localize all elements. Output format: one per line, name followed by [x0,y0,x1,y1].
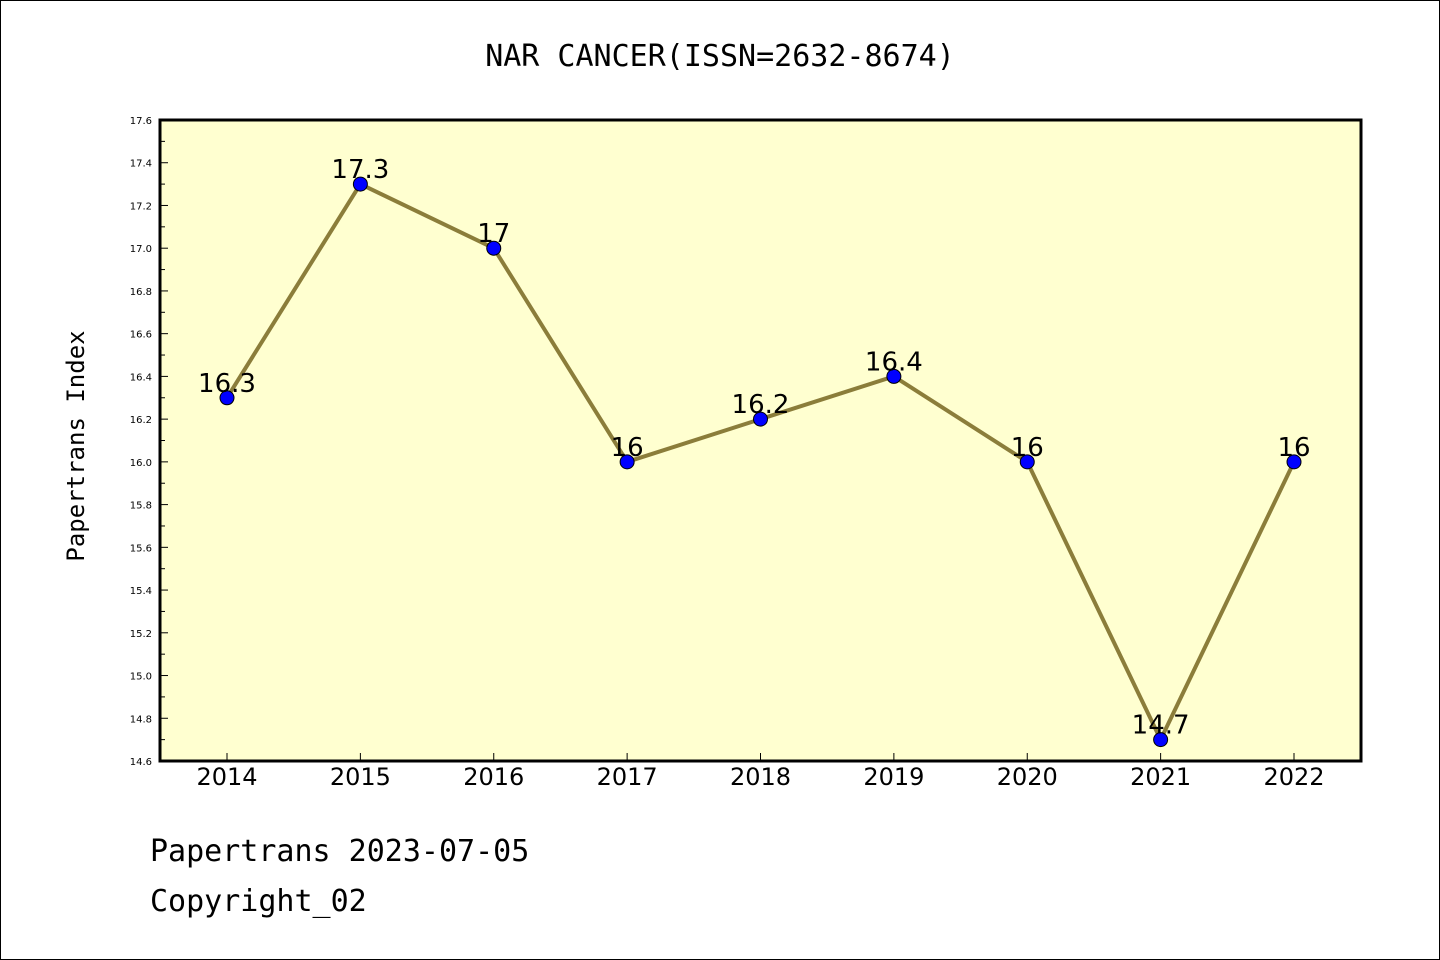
y-tick-label: 16.4 [130,372,152,383]
data-labels: 16.3 17.3 17 16 16.2 16.4 16 14.7 16 [198,155,1310,741]
y-tick-label: 16.0 [130,458,152,469]
data-point-label: 17.3 [331,155,389,185]
y-tick-label: 14.6 [130,757,152,768]
x-tick-label: 2021 [1130,763,1191,791]
data-markers [219,176,1302,748]
data-point-marker [219,390,235,406]
data-point-marker [1153,732,1169,748]
y-tick-label: 16.8 [130,287,152,298]
data-point-marker [886,368,902,384]
data-point-label: 16.2 [732,390,790,420]
x-tick-label: 2019 [863,763,924,791]
y-tick-label: 15.8 [130,501,152,512]
y-tick-label: 15.4 [130,586,152,597]
data-point-marker [1286,454,1302,470]
x-tick-label: 2014 [196,763,257,791]
x-tick-label: 2022 [1263,763,1324,791]
y-axis-label: Papertrans Index [62,330,90,561]
x-tick-label: 2015 [330,763,391,791]
x-tick-label: 2020 [997,763,1058,791]
y-tick-label: 17.0 [130,244,152,255]
data-point-label: 16 [611,433,644,463]
data-point-label: 17 [477,219,510,249]
y-tick-label: 16.6 [130,330,152,341]
data-point-marker [352,176,368,192]
y-tick-label: 15.2 [130,629,152,640]
footer-date: Papertrans 2023-07-05 [150,834,530,869]
y-tick-label: 16.2 [130,415,152,426]
y-tick-label: 17.6 [130,116,152,127]
x-axis: 2014 2015 2016 2017 2018 2019 2020 2021 2022 [196,753,1325,791]
x-tick-label: 2016 [463,763,524,791]
data-point-label: 14.7 [1132,711,1190,741]
data-point-marker [619,454,635,470]
data-point-label: 16.4 [865,347,923,377]
footer-copyright: Copyright_02 [150,884,367,919]
data-point-label: 16 [1277,433,1310,463]
data-point-label: 16.3 [198,369,256,399]
chart-title: NAR CANCER(ISSN=2632-8674) [485,39,955,74]
y-axis: 14.6 14.8 15.0 15.2 15.4 15.6 15.8 16.0 16.2 16.4… [130,116,168,768]
data-point-label: 16 [1011,433,1044,463]
data-point-marker [1019,454,1035,470]
y-tick-label: 15.6 [130,543,152,554]
y-tick-label: 17.4 [130,159,152,170]
x-tick-label: 2017 [597,763,658,791]
data-point-marker [753,411,768,427]
y-tick-label: 17.2 [130,201,152,212]
y-tick-label: 14.8 [130,714,152,725]
plot-area [158,118,1363,763]
x-tick-label: 2018 [730,763,791,791]
data-point-marker [486,240,502,256]
y-tick-label: 15.0 [130,672,152,683]
